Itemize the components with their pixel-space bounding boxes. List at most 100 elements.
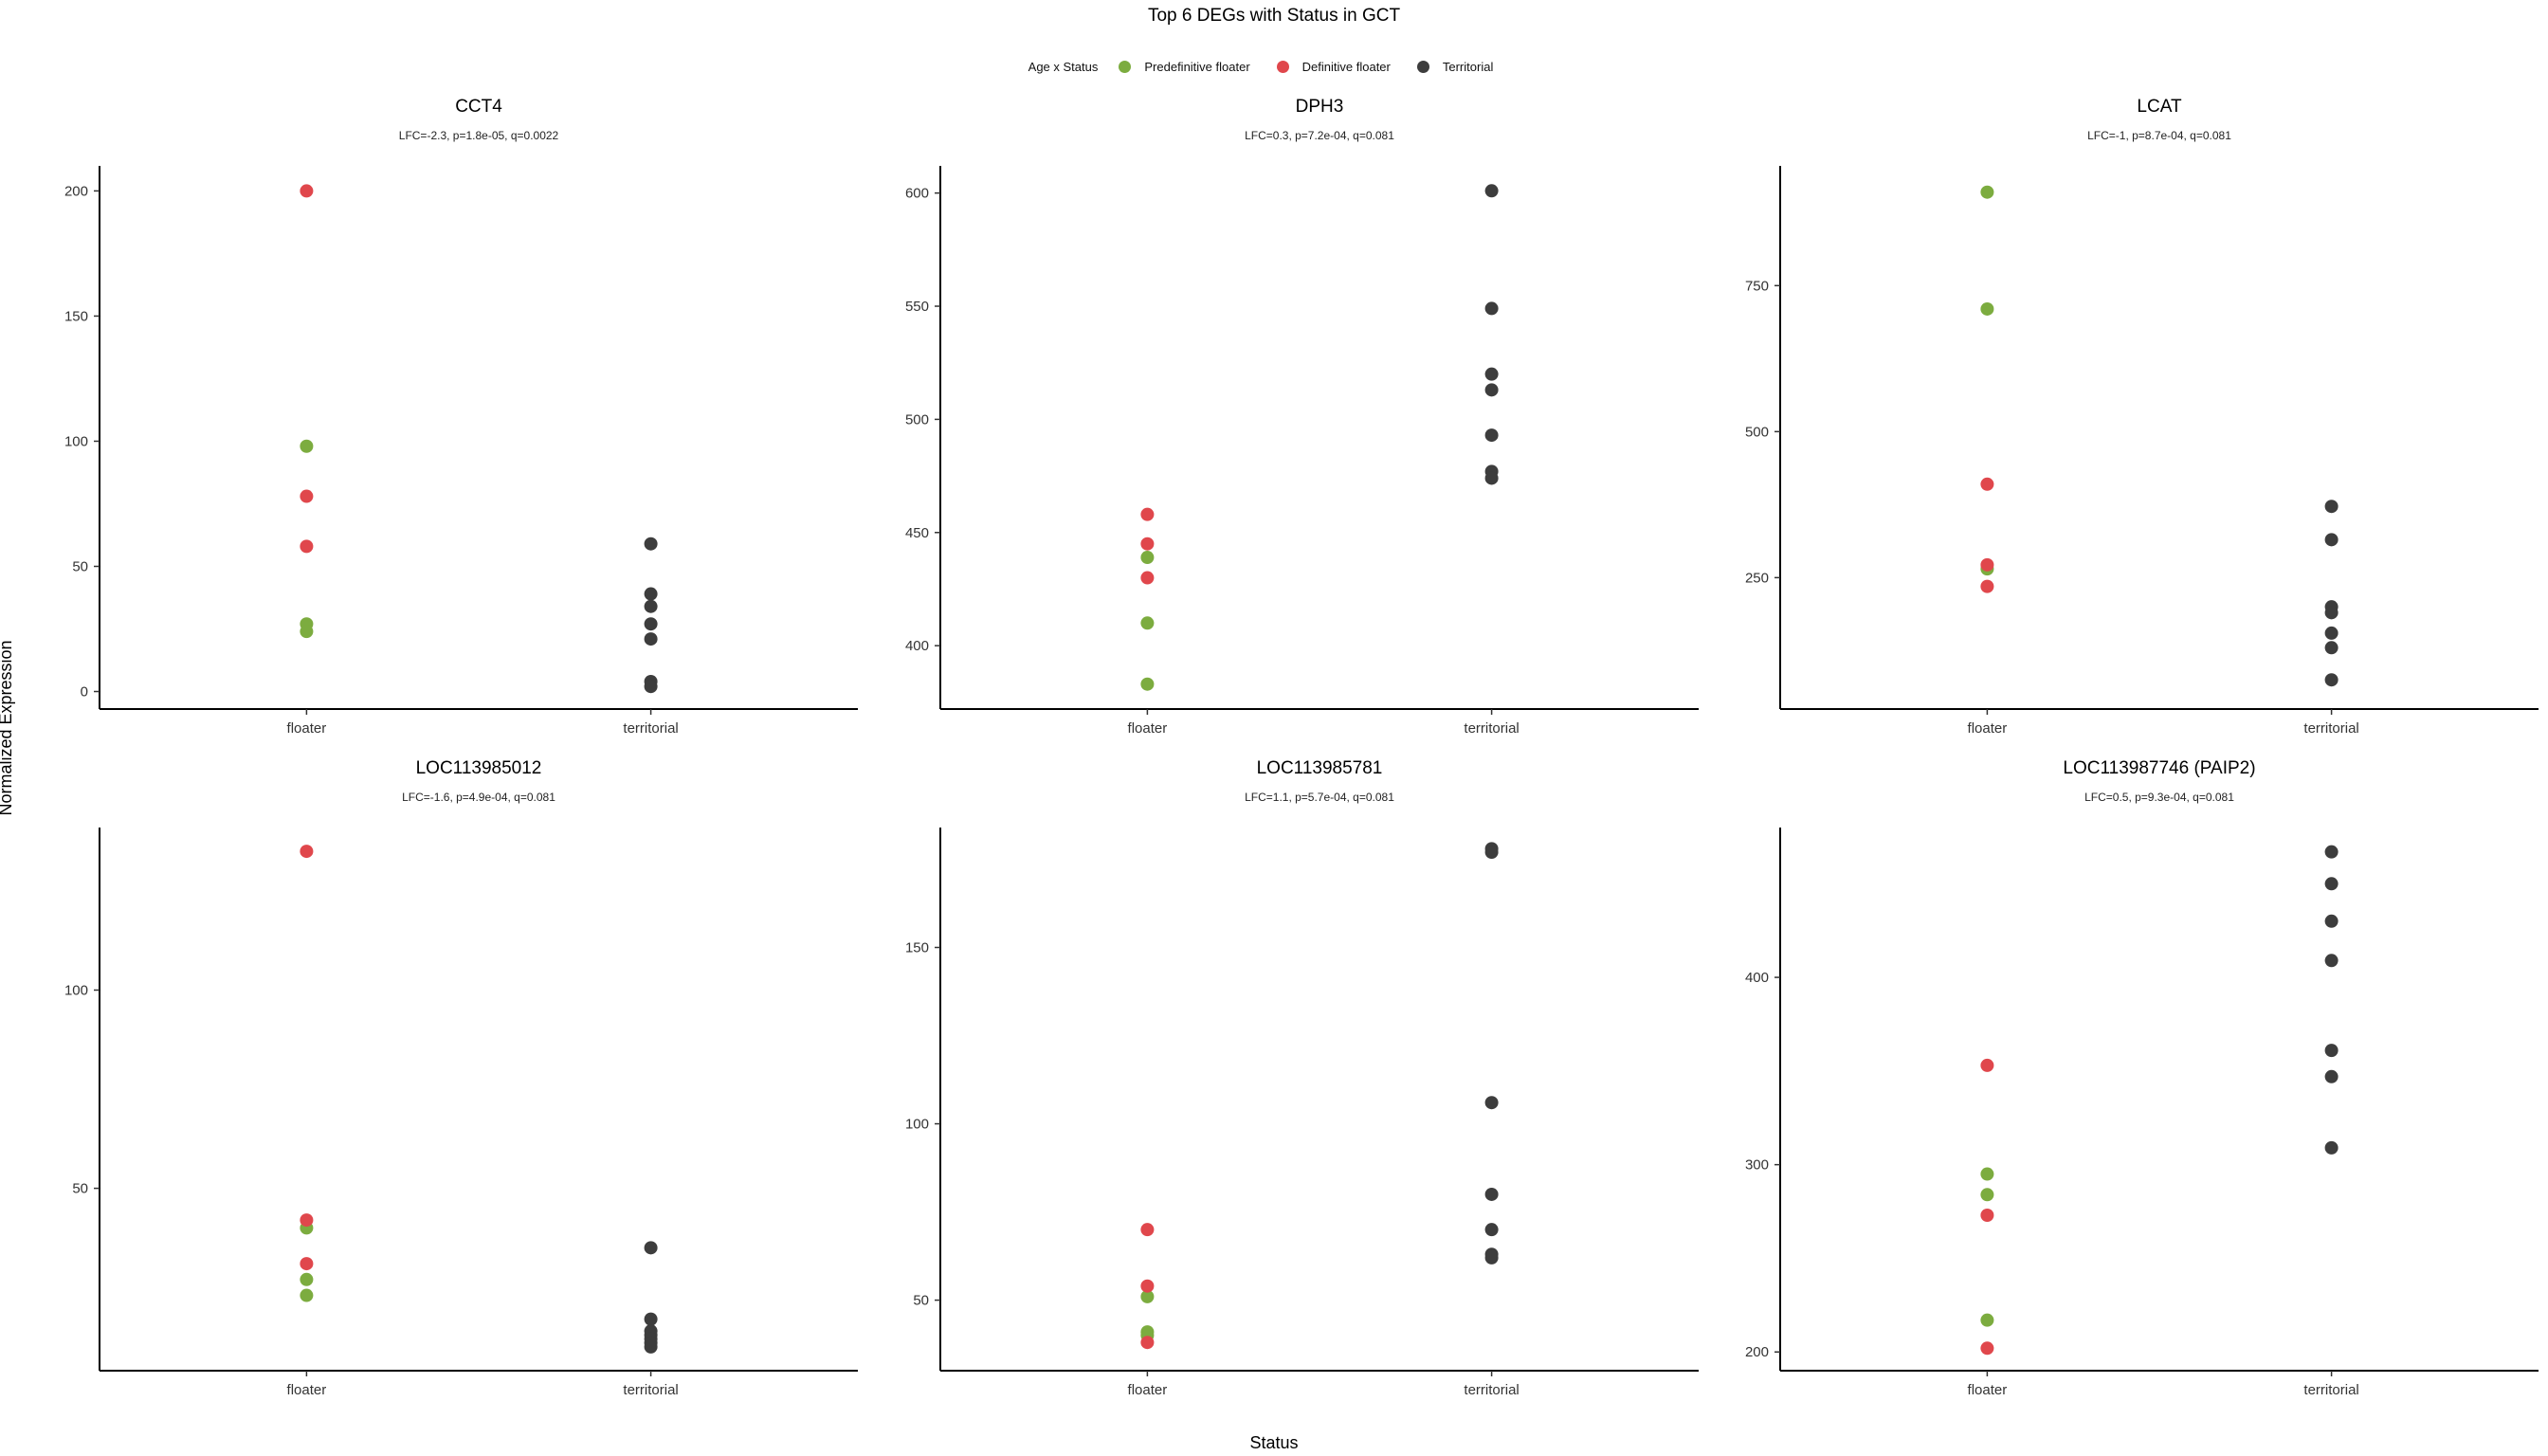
data-point xyxy=(1484,1223,1499,1237)
panel-subtitle: LFC=-2.3, p=1.8e-05, q=0.0022 xyxy=(399,129,559,142)
data-point xyxy=(644,1312,658,1326)
data-point xyxy=(1140,1336,1155,1350)
y-tick-label: 150 xyxy=(905,940,929,956)
x-tick-label: floater xyxy=(1968,1382,2008,1398)
x-tick-label: territorial xyxy=(623,1382,678,1398)
panel-title: CCT4 xyxy=(455,97,502,117)
y-tick-label: 550 xyxy=(905,299,929,315)
data-point xyxy=(644,632,658,646)
legend: Age x Status Predefinitive floater Defin… xyxy=(0,60,2548,74)
data-point xyxy=(300,539,314,554)
x-tick-label: territorial xyxy=(2303,1382,2358,1398)
data-point xyxy=(1980,185,1994,199)
data-point xyxy=(1980,477,1994,491)
data-point xyxy=(300,184,314,198)
data-point xyxy=(2324,641,2339,655)
legend-label-territorial: Territorial xyxy=(1442,60,1494,74)
y-tick-label: 0 xyxy=(81,684,88,701)
legend-key-predefinitive xyxy=(1119,61,1132,73)
data-point xyxy=(1484,383,1499,397)
panel-subtitle: LFC=1.1, p=5.7e-04, q=0.081 xyxy=(1245,791,1394,804)
x-tick-label: floater xyxy=(287,1382,327,1398)
data-point xyxy=(1484,846,1499,860)
panel-title: LOC113985781 xyxy=(1257,758,1383,778)
data-point xyxy=(2324,1140,2339,1155)
y-tick-label: 400 xyxy=(905,638,929,654)
data-point xyxy=(2324,533,2339,547)
y-tick-label: 150 xyxy=(64,308,88,324)
panel-subtitle: LFC=0.5, p=9.3e-04, q=0.081 xyxy=(2084,791,2234,804)
y-tick-label: 600 xyxy=(905,186,929,202)
data-point xyxy=(644,587,658,601)
data-point xyxy=(300,1257,314,1271)
data-point xyxy=(2324,877,2339,891)
x-tick-label: floater xyxy=(1968,720,2008,737)
legend-item-predefinitive: Predefinitive floater xyxy=(1119,60,1250,74)
data-point xyxy=(1484,184,1499,198)
x-tick-label: territorial xyxy=(1464,720,1519,737)
panel-1: CCT4 LFC=-2.3, p=1.8e-05, q=0.0022 0 50 100 1… xyxy=(64,97,858,737)
legend-item-definitive: Definitive floater xyxy=(1276,60,1391,74)
y-tick-label: 500 xyxy=(905,411,929,428)
panel-title: LCAT xyxy=(2137,97,2182,117)
y-tick-label: 400 xyxy=(1745,970,1769,986)
y-tick-label: 100 xyxy=(64,982,88,998)
data-point xyxy=(644,537,658,551)
data-point xyxy=(1980,579,1994,593)
y-tick-label: 50 xyxy=(72,1181,88,1197)
panel-title: LOC113987746 (PAIP2) xyxy=(2063,758,2255,778)
legend-title: Age x Status xyxy=(1028,60,1099,74)
data-point xyxy=(1140,616,1155,630)
legend-label-definitive: Definitive floater xyxy=(1301,60,1391,74)
data-point xyxy=(1980,1167,1994,1181)
data-point xyxy=(300,1272,314,1286)
y-tick-label: 100 xyxy=(905,1117,929,1133)
y-tick-label: 300 xyxy=(1745,1157,1769,1174)
data-point xyxy=(2324,914,2339,928)
y-tick-label: 200 xyxy=(64,183,88,199)
data-point xyxy=(1484,428,1499,443)
legend-key-territorial xyxy=(1416,61,1429,73)
data-point xyxy=(1980,1058,1994,1072)
x-tick-label: territorial xyxy=(623,720,678,737)
y-tick-label: 450 xyxy=(905,525,929,541)
y-tick-label: 100 xyxy=(64,433,88,449)
data-point xyxy=(300,845,314,859)
y-tick-label: 750 xyxy=(1745,278,1769,294)
data-point xyxy=(1140,1289,1155,1303)
panel-subtitle: LFC=-1.6, p=4.9e-04, q=0.081 xyxy=(402,791,555,804)
panel-title: DPH3 xyxy=(1296,97,1344,117)
panel-4: LOC113985012 LFC=-1.6, p=4.9e-04, q=0.081… xyxy=(64,758,858,1398)
x-axis-label: Status xyxy=(1249,1433,1299,1452)
data-point xyxy=(644,1241,658,1255)
data-point xyxy=(2324,1069,2339,1083)
data-point xyxy=(1140,507,1155,521)
panel-title: LOC113985012 xyxy=(416,758,542,778)
y-tick-label: 250 xyxy=(1745,570,1769,586)
x-tick-label: floater xyxy=(1128,1382,1168,1398)
data-point xyxy=(1140,1223,1155,1237)
data-point xyxy=(300,439,314,453)
legend-label-predefinitive: Predefinitive floater xyxy=(1144,60,1250,74)
figure-title: Top 6 DEGs with Status in GCT xyxy=(1147,6,1401,26)
legend-key-definitive xyxy=(1276,61,1289,73)
data-point xyxy=(2324,1044,2339,1058)
panel-subtitle: LFC=0.3, p=7.2e-04, q=0.081 xyxy=(1245,129,1394,142)
data-point xyxy=(1140,1279,1155,1293)
data-point xyxy=(1980,557,1994,572)
data-point xyxy=(644,617,658,631)
data-point xyxy=(1980,1209,1994,1223)
panel-6: LOC113987746 (PAIP2) LFC=0.5, p=9.3e-04, … xyxy=(1745,758,2539,1398)
x-tick-label: floater xyxy=(287,720,327,737)
data-point xyxy=(2324,673,2339,687)
data-point xyxy=(644,1339,658,1354)
data-point xyxy=(1484,301,1499,316)
x-tick-label: floater xyxy=(1128,720,1168,737)
data-point xyxy=(1484,1250,1499,1265)
data-point xyxy=(300,625,314,639)
data-point xyxy=(644,680,658,694)
data-point xyxy=(1980,1188,1994,1202)
data-point xyxy=(1980,1341,1994,1356)
y-tick-label: 50 xyxy=(72,558,88,574)
